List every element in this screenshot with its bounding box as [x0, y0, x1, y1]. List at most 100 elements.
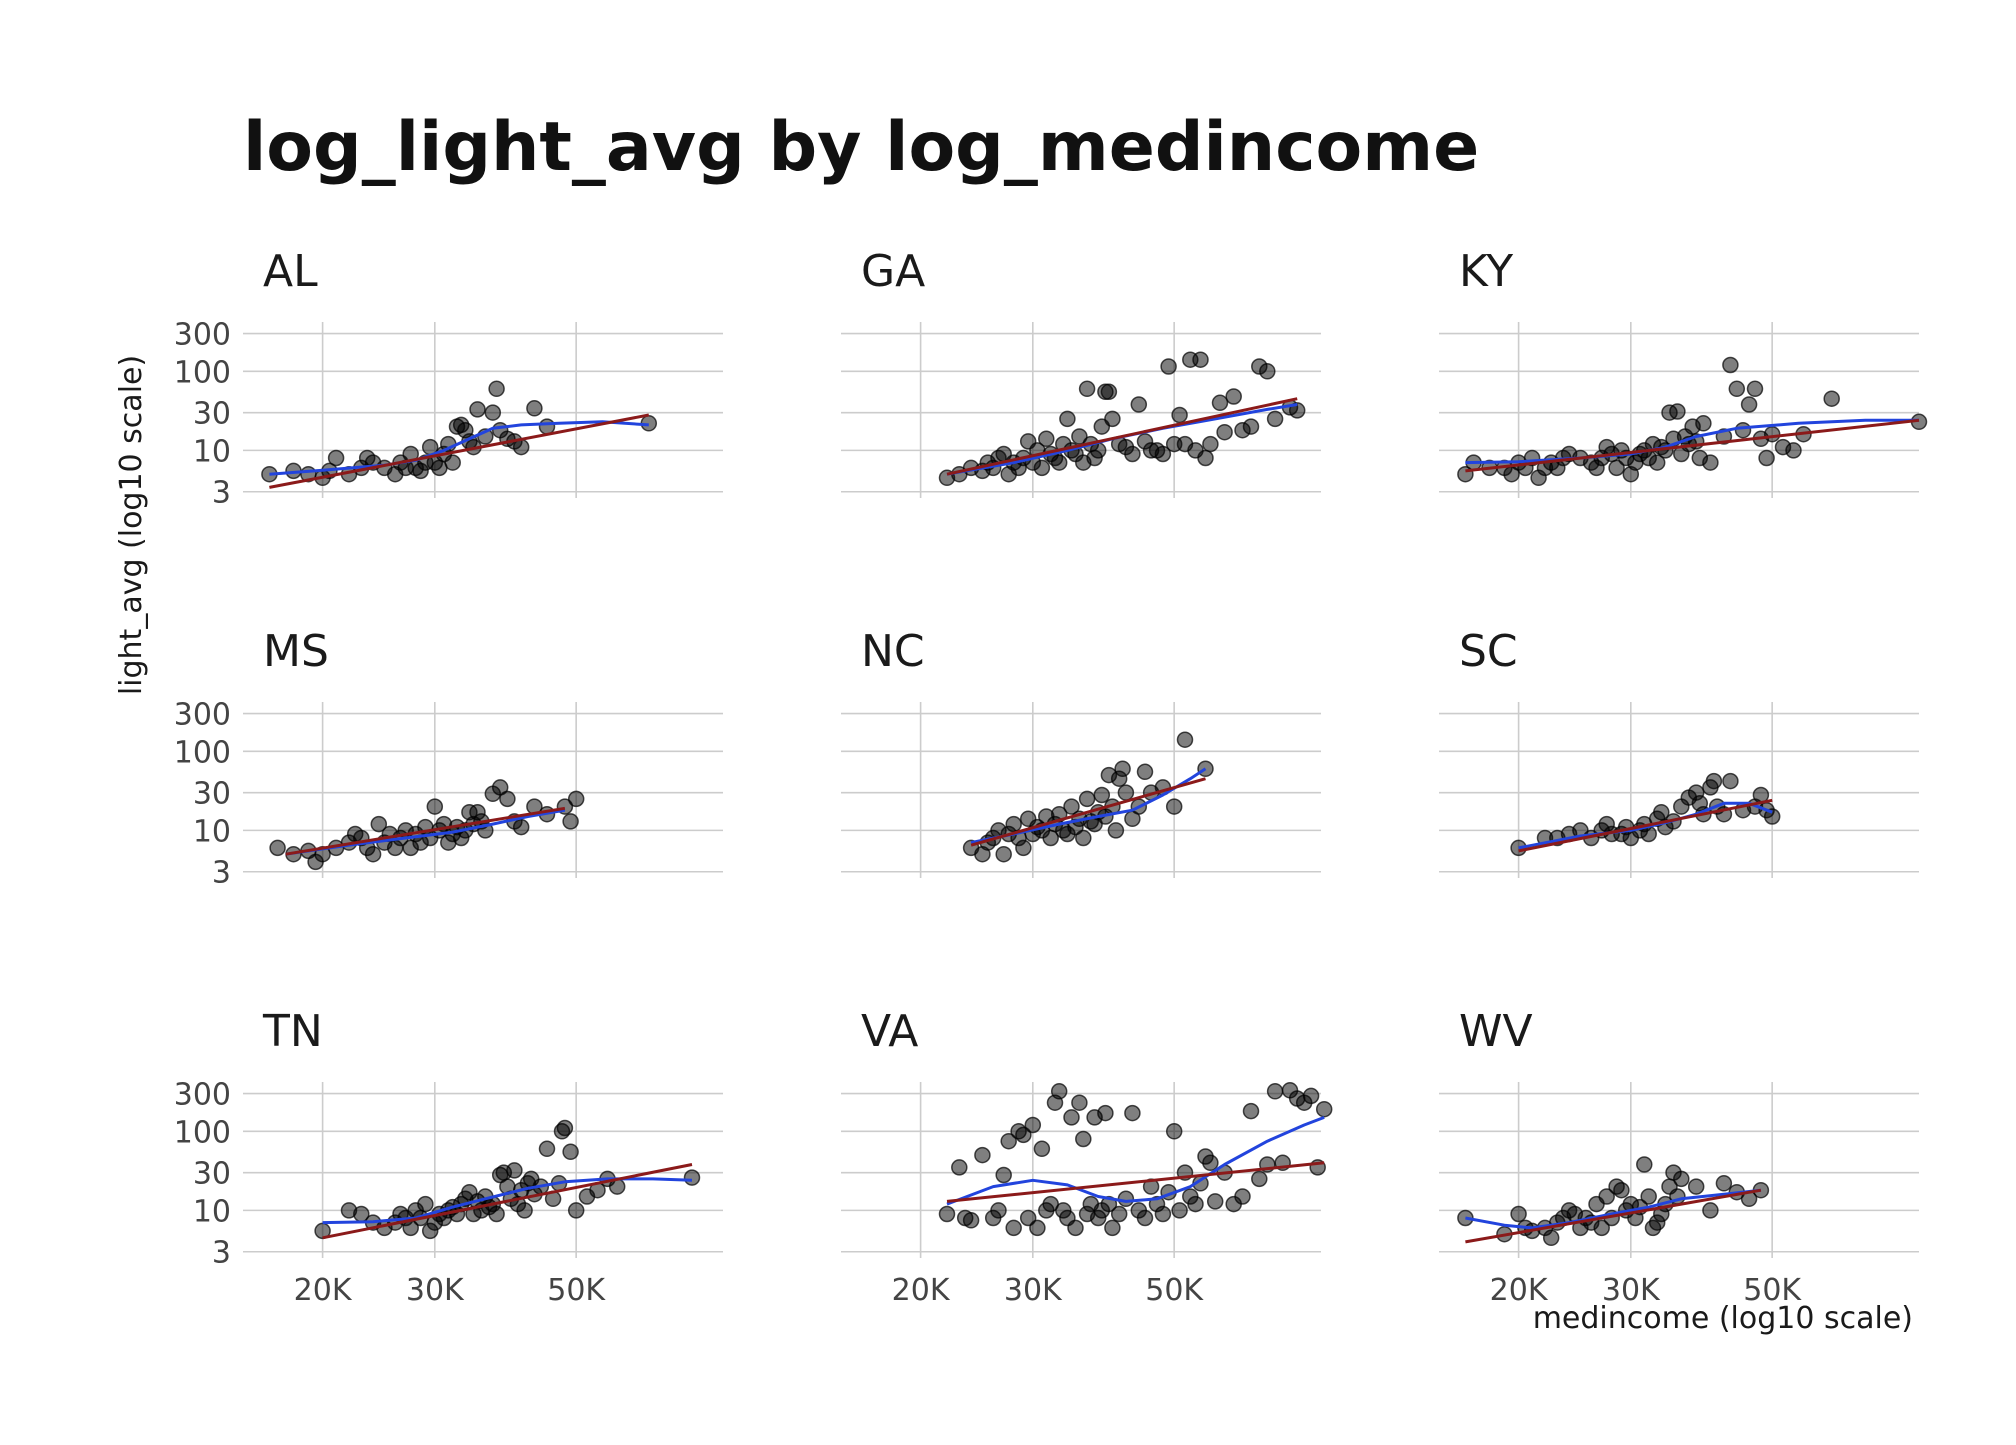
smooth-trend-line: [269, 420, 649, 476]
data-point: [1242, 418, 1260, 435]
data-point: [1005, 1219, 1022, 1237]
data-point: [1093, 786, 1111, 804]
panel-label-wv: WV: [1459, 1006, 1533, 1057]
data-point: [1078, 380, 1096, 398]
data-point: [1758, 449, 1775, 467]
data-point: [683, 1169, 701, 1186]
data-point: [1165, 1123, 1183, 1140]
data-point: [417, 1195, 434, 1213]
panel-wv: WV 20K 30K 50K: [1439, 1006, 1919, 1308]
data-point: [1015, 839, 1032, 857]
data-point: [1100, 383, 1118, 401]
y-tick-label: 10: [193, 814, 231, 849]
data-point: [1211, 394, 1229, 412]
data-point: [1005, 815, 1022, 833]
data-point: [1763, 425, 1781, 443]
data-point: [1071, 1094, 1088, 1111]
data-point: [1171, 406, 1188, 424]
data-point: [444, 454, 461, 471]
data-point: [962, 1212, 980, 1229]
data-point: [1598, 1188, 1615, 1205]
data-point: [1722, 356, 1739, 374]
data-point: [426, 798, 444, 815]
data-point: [938, 1205, 956, 1223]
y-tick-label: 3: [212, 1236, 231, 1271]
data-point: [1673, 1170, 1690, 1188]
data-point: [995, 845, 1012, 863]
y-tick-label: 30: [193, 777, 231, 812]
data-point: [1234, 1188, 1251, 1205]
data-point: [1695, 415, 1712, 432]
data-point: [995, 1166, 1012, 1184]
linear-fit-line: [1518, 798, 1773, 853]
y-tick-label: 300: [174, 318, 231, 353]
smooth-trend-line: [1465, 1188, 1762, 1230]
data-point: [1225, 388, 1242, 405]
smooth-trend-line: [946, 1115, 1325, 1206]
data-point: [1114, 760, 1131, 778]
x-tick-label: 20K: [1490, 1273, 1549, 1308]
data-point: [327, 449, 345, 467]
data-point: [1154, 1205, 1172, 1223]
data-point: [1136, 1209, 1154, 1227]
data-point: [974, 1146, 991, 1164]
y-tick-label: 3: [212, 476, 231, 511]
data-point: [1785, 442, 1802, 459]
panel-label-tn: TN: [262, 1006, 323, 1057]
panel-label-sc: SC: [1459, 626, 1518, 677]
data-point: [1107, 822, 1125, 839]
data-point: [1187, 1195, 1204, 1213]
data-point: [1038, 430, 1055, 448]
data-point: [1033, 459, 1051, 477]
data-point: [1746, 380, 1764, 398]
y-tick-label: 100: [174, 735, 231, 770]
data-point: [1015, 1126, 1032, 1144]
data-point: [1202, 435, 1219, 453]
panel-ky: KY: [1439, 246, 1928, 498]
data-point: [538, 418, 556, 435]
data-point: [1192, 351, 1209, 368]
panel-sc: SC: [1439, 626, 1919, 878]
data-point: [1130, 396, 1148, 413]
smooth-trend-line: [1465, 418, 1919, 465]
data-point: [1063, 798, 1080, 815]
data-point: [567, 1202, 585, 1219]
data-point: [1216, 423, 1233, 441]
data-point: [1165, 798, 1183, 815]
panel-label-ky: KY: [1459, 246, 1513, 297]
data-point: [1288, 402, 1306, 419]
data-point: [1104, 410, 1121, 428]
data-point: [506, 1162, 523, 1179]
data-point: [526, 400, 543, 417]
data-point: [1702, 454, 1719, 471]
data-point: [1117, 784, 1135, 801]
data-point: [1266, 410, 1284, 428]
data-point: [488, 1205, 505, 1223]
data-point: [1059, 410, 1076, 428]
data-point: [556, 1119, 574, 1137]
linear-fit-line: [1465, 418, 1920, 473]
linear-fit-line: [946, 397, 1298, 476]
y-tick-label: 30: [193, 1157, 231, 1192]
data-point: [1823, 390, 1840, 407]
linear-fit-line: [322, 1163, 693, 1240]
data-point: [1033, 1140, 1051, 1158]
data-point: [1160, 358, 1177, 375]
data-point: [1653, 803, 1670, 821]
panel-label-ms: MS: [263, 626, 329, 677]
x-tick-label: 30K: [1004, 1273, 1063, 1308]
data-point: [1029, 1219, 1046, 1237]
y-tick-label: 3: [212, 856, 231, 891]
data-point: [1075, 1130, 1092, 1148]
x-tick-label: 20K: [294, 1273, 353, 1308]
data-point: [1315, 1100, 1333, 1118]
data-point: [469, 401, 486, 418]
data-point: [1097, 1104, 1114, 1122]
y-axis-title: light_avg (log10 scale): [114, 355, 149, 695]
data-point: [1640, 1188, 1657, 1205]
smooth-trend-line: [322, 1177, 693, 1225]
panel-label-ga: GA: [861, 246, 925, 297]
data-point: [951, 1159, 968, 1176]
